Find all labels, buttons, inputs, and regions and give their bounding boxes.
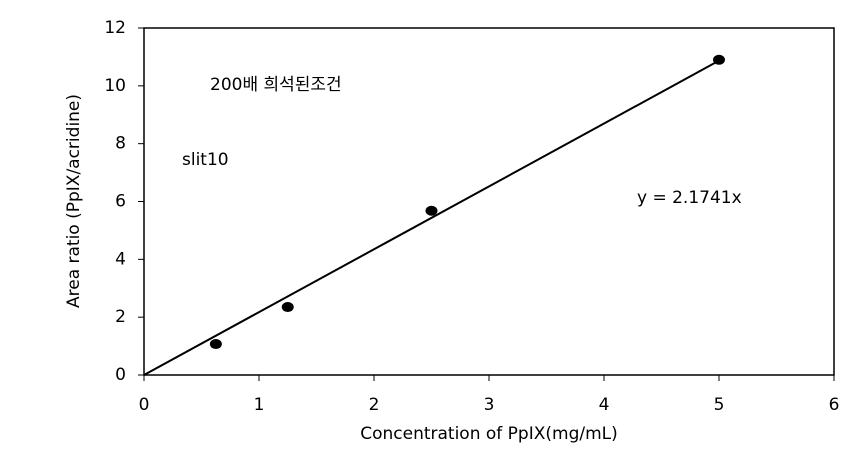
y-tick-label: 6: [115, 192, 126, 212]
data-point: [425, 205, 438, 216]
y-tick-label: 12: [104, 18, 126, 38]
x-tick-label: 6: [829, 395, 840, 415]
annotation: slit10: [182, 150, 229, 170]
x-tick-label: 4: [599, 395, 610, 415]
y-tick-label: 0: [115, 365, 126, 385]
annotation: 200배 희석된조건: [210, 75, 342, 95]
x-tick-label: 1: [254, 395, 265, 415]
trendline-label: y = 2.1741x: [637, 188, 742, 208]
data-point: [281, 302, 294, 313]
y-axis-label: Area ratio (PpIX/acridine): [64, 94, 84, 308]
y-tick-label: 2: [115, 307, 126, 327]
data-point: [713, 54, 725, 65]
y-tick-label: 4: [115, 249, 126, 269]
x-tick-label: 5: [714, 395, 725, 415]
x-tick-label: 3: [484, 395, 495, 415]
y-tick-label: 10: [104, 76, 126, 96]
x-tick-label: 2: [369, 395, 380, 415]
x-axis-label: Concentration of PpIX(mg/mL): [360, 424, 618, 444]
x-tick-label: 0: [139, 395, 150, 415]
y-tick-label: 8: [115, 134, 126, 154]
trendline: [143, 59, 720, 376]
data-point: [209, 339, 222, 350]
